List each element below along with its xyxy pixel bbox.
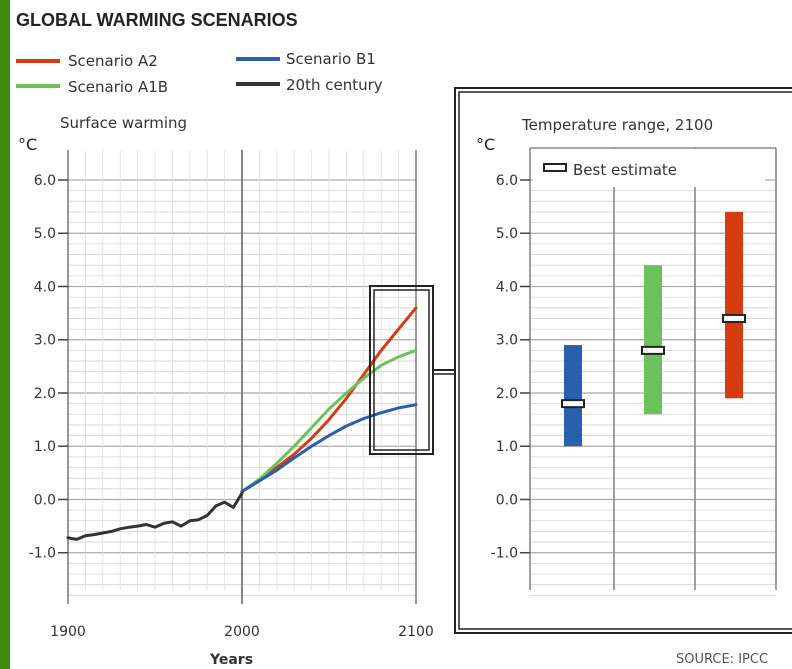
right-y-tick-label: 3.0 [496,333,518,349]
left-y-tick-label: 2.0 [34,386,56,402]
source-note: SOURCE: IPCC [676,652,768,667]
right-panel-frame-inner [458,91,792,630]
legend-label-20th-century: 20th century [286,76,383,94]
right-y-tick-label: 5.0 [496,226,518,242]
left-y-tick-label: -1.0 [29,546,56,562]
left-y-unit: °C [18,135,37,154]
left-x-tick-label: 1900 [50,624,86,640]
left-y-tick-label: 1.0 [34,439,56,455]
right-y-tick-label: 6.0 [496,173,518,189]
x-axis-label: Years [209,652,253,668]
left-axes [67,150,417,604]
right-y-tick-label: -1.0 [491,546,518,562]
left-panel-title: Surface warming [60,114,187,132]
legend-label-scenario-b1: Scenario B1 [286,50,376,68]
left-y-tick-label: 6.0 [34,173,56,189]
best-estimate-legend-marker [543,163,567,172]
range-bar-scenario-a1b [644,265,662,415]
series-line-20th-century [66,491,244,541]
right-y-tick-label: 0.0 [496,492,518,508]
series-line-scenario-a1b [240,348,418,493]
best-estimate-legend-label: Best estimate [573,161,677,179]
range-bar-scenario-b1 [564,345,582,447]
chart-title: GLOBAL WARMING SCENARIOS [16,10,298,30]
chart-card: GLOBAL WARMING SCENARIOS Scenario A2 Sce… [10,0,792,669]
left-x-ticks: 1900 2000 2100 [50,624,434,640]
left-y-tick-label: 3.0 [34,333,56,349]
right-y-tick-label: 1.0 [496,439,518,455]
zoom-box-inner [373,289,430,451]
left-x-tick-label: 2000 [224,624,260,640]
right-y-ticks: 6.0 5.0 4.0 3.0 2.0 1.0 0.0 -1.0 [491,173,530,562]
left-y-ticks: 6.0 5.0 4.0 3.0 2.0 1.0 0.0 -1.0 [29,173,68,562]
left-x-tick-label: 2100 [398,624,434,640]
best-estimate-marker-scenario-a2 [722,313,746,323]
left-y-tick-label: 4.0 [34,279,56,295]
left-y-tick-label: 5.0 [34,226,56,242]
legend-label-scenario-a2: Scenario A2 [68,52,158,70]
right-panel-title: Temperature range, 2100 [521,116,713,134]
zoom-box-outer [369,285,434,455]
best-estimate-marker-scenario-b1 [561,399,585,409]
series-line-scenario-b1 [240,403,418,493]
range-bars [561,211,746,447]
range-bar-scenario-a2 [725,211,743,399]
series-line-scenario-a2 [240,306,418,493]
right-y-tick-label: 4.0 [496,279,518,295]
best-estimate-legend-box [533,149,765,187]
left-series-lines [66,306,418,541]
global-warming-chart: GLOBAL WARMING SCENARIOS Scenario A2 Sce… [16,10,792,668]
left-y-tick-label: 0.0 [34,492,56,508]
right-y-unit: °C [476,135,495,154]
best-estimate-marker-scenario-a1b [641,345,665,355]
right-y-tick-label: 2.0 [496,386,518,402]
legend-label-scenario-a1b: Scenario A1B [68,78,168,96]
